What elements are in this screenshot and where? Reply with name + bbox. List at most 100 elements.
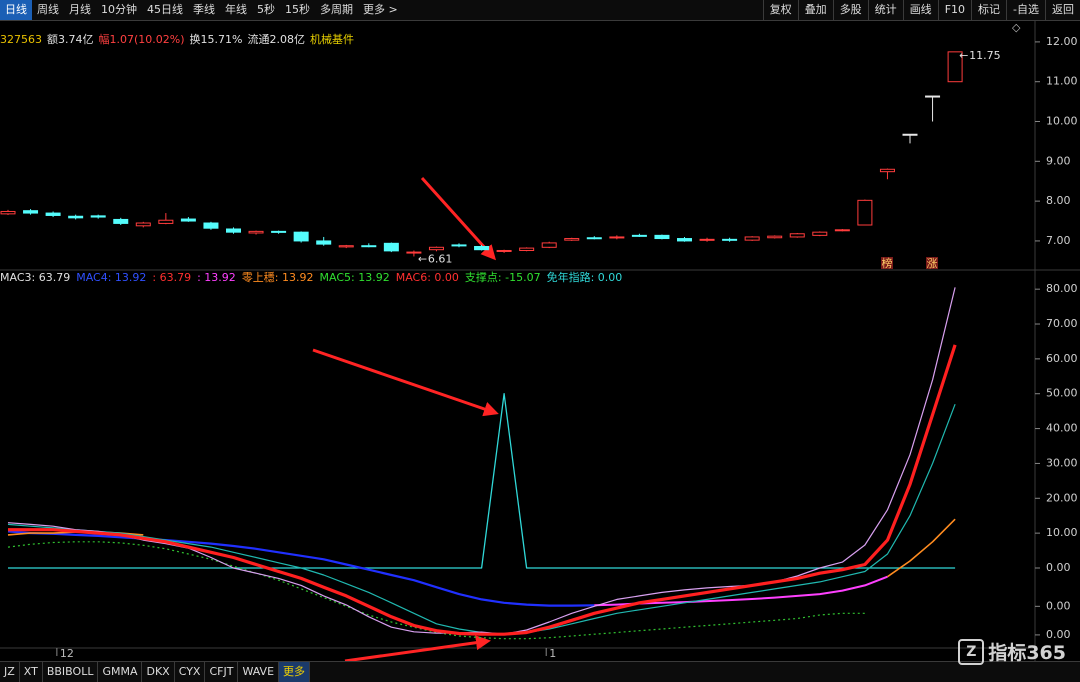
- candle-body: [226, 228, 241, 233]
- candle-body: [496, 249, 512, 252]
- y-tick-label: 60.00: [1046, 352, 1078, 365]
- price-marker: ←: [959, 49, 968, 62]
- tool-button[interactable]: 画线: [902, 0, 938, 20]
- indicator-line: [7, 287, 956, 635]
- indicator-tab[interactable]: JZ: [0, 662, 20, 682]
- indicator-tab[interactable]: CYX: [175, 662, 206, 682]
- period-button[interactable]: 月线: [69, 3, 91, 16]
- y-tick-label: 30.00: [1046, 456, 1078, 469]
- legend-item: MAC6: 0.00: [396, 271, 459, 284]
- tool-button[interactable]: 返回: [1045, 0, 1080, 20]
- y-tick-label: 11.00: [1046, 75, 1078, 88]
- price-label: 6.61: [428, 252, 453, 265]
- indicator-line: [7, 530, 595, 607]
- candle-body: [902, 133, 918, 136]
- legend-item: 支撑点: -15.07: [465, 270, 541, 284]
- candle-body: [744, 236, 760, 241]
- tool-button[interactable]: 复权: [762, 0, 798, 20]
- candle-body: [383, 242, 399, 252]
- candle-body: [180, 218, 196, 222]
- candle-body: [541, 242, 557, 248]
- y-tick-label: 7.00: [1046, 234, 1071, 247]
- period-button[interactable]: 多周期: [320, 3, 353, 16]
- candle-body: [68, 215, 84, 219]
- y-tick-label: 12.00: [1046, 35, 1078, 48]
- period-button[interactable]: 10分钟: [101, 3, 137, 16]
- candle-body: [158, 219, 174, 224]
- candle-body: [45, 212, 61, 216]
- corner-icon: ◇: [1012, 21, 1021, 34]
- legend-item: : 13.92: [197, 271, 236, 284]
- candle-body: [135, 222, 151, 227]
- info-item: 机械基件: [310, 32, 354, 46]
- period-button[interactable]: 周线: [37, 3, 59, 16]
- info-item: 流通2.08亿: [247, 32, 305, 46]
- period-button[interactable]: 45日线: [147, 3, 183, 16]
- period-button[interactable]: 5秒: [257, 3, 275, 16]
- y-tick-label: 80.00: [1046, 282, 1078, 295]
- tool-button[interactable]: F10: [937, 0, 971, 20]
- indicator-tab[interactable]: BBIBOLL: [43, 662, 99, 682]
- candle-body: [113, 218, 129, 224]
- y-tick-label: 50.00: [1046, 387, 1078, 400]
- y-tick-label: 70.00: [1046, 317, 1078, 330]
- candle-body: [90, 215, 106, 218]
- info-item: 幅1.07(10.02%): [99, 33, 185, 46]
- candle-body: [699, 238, 715, 241]
- indicator-tab[interactable]: XT: [20, 662, 43, 682]
- annotation-arrows: [312, 176, 499, 663]
- indicator-tab[interactable]: CFJT: [205, 662, 239, 682]
- period-button[interactable]: 更多 >: [363, 3, 398, 16]
- candle-body: [879, 168, 895, 173]
- tool-button[interactable]: -自选: [1006, 0, 1045, 20]
- period-button[interactable]: 15秒: [285, 3, 310, 16]
- candle-body: [925, 95, 941, 98]
- y-tick-label: 40.00: [1046, 422, 1078, 435]
- indicator-tab[interactable]: GMMA: [98, 662, 143, 682]
- badge: 涨: [927, 257, 938, 270]
- period-button[interactable]: 日线: [0, 0, 32, 20]
- candle-body: [834, 229, 850, 232]
- tool-button[interactable]: 多股: [832, 0, 868, 20]
- indicator-tab[interactable]: DKX: [142, 662, 175, 682]
- watermark: Z 指标365: [958, 638, 1066, 665]
- candle-body: [338, 245, 354, 248]
- info-item: 换15.71%: [190, 32, 243, 46]
- y-tick-label: 10.00: [1046, 526, 1078, 539]
- toolbar-right: 复权 叠加 多股 统计 画线 F10 标记 -自选 返回: [762, 0, 1080, 20]
- legend-item: 免年指路: 0.00: [547, 270, 623, 284]
- x-tick-label: 1: [549, 647, 556, 660]
- tool-button[interactable]: 统计: [867, 0, 903, 20]
- tool-button[interactable]: 叠加: [797, 0, 833, 20]
- badge: 榜: [882, 256, 893, 270]
- candle-body: [767, 235, 783, 239]
- candle-body: [947, 51, 963, 83]
- indicator-tab[interactable]: WAVE: [238, 662, 280, 682]
- candle-body: [722, 238, 738, 241]
- tool-button[interactable]: 标记: [971, 0, 1006, 20]
- candle-body: [631, 234, 647, 237]
- indicator-tab[interactable]: 更多: [279, 662, 311, 682]
- y-tick-label: 20.00: [1046, 491, 1078, 504]
- candle-body: [203, 222, 219, 229]
- y-tick-label: 8.00: [1046, 194, 1071, 207]
- indicator-tabs: JZ XT BBIBOLL GMMA DKX CYX CFJT WAVE 更多: [0, 661, 1080, 682]
- candle-body: [586, 237, 602, 240]
- watermark-logo: Z: [958, 638, 985, 665]
- period-button[interactable]: 年线: [225, 3, 247, 16]
- candle-body: [519, 247, 535, 251]
- arrow: [344, 635, 491, 663]
- info-item: 额3.74亿: [47, 33, 94, 46]
- period-button[interactable]: 季线: [193, 3, 215, 16]
- indicator-line: [8, 344, 957, 636]
- info-item: 327563: [0, 33, 42, 46]
- arrow: [420, 176, 497, 261]
- price-marker: ←: [418, 252, 427, 265]
- candle-body: [654, 234, 670, 240]
- badge-bg: [926, 257, 938, 269]
- candle-body: [23, 210, 39, 214]
- legend-item: : 63.79: [152, 271, 191, 284]
- candle-body: [474, 246, 490, 251]
- candle-body: [248, 230, 264, 234]
